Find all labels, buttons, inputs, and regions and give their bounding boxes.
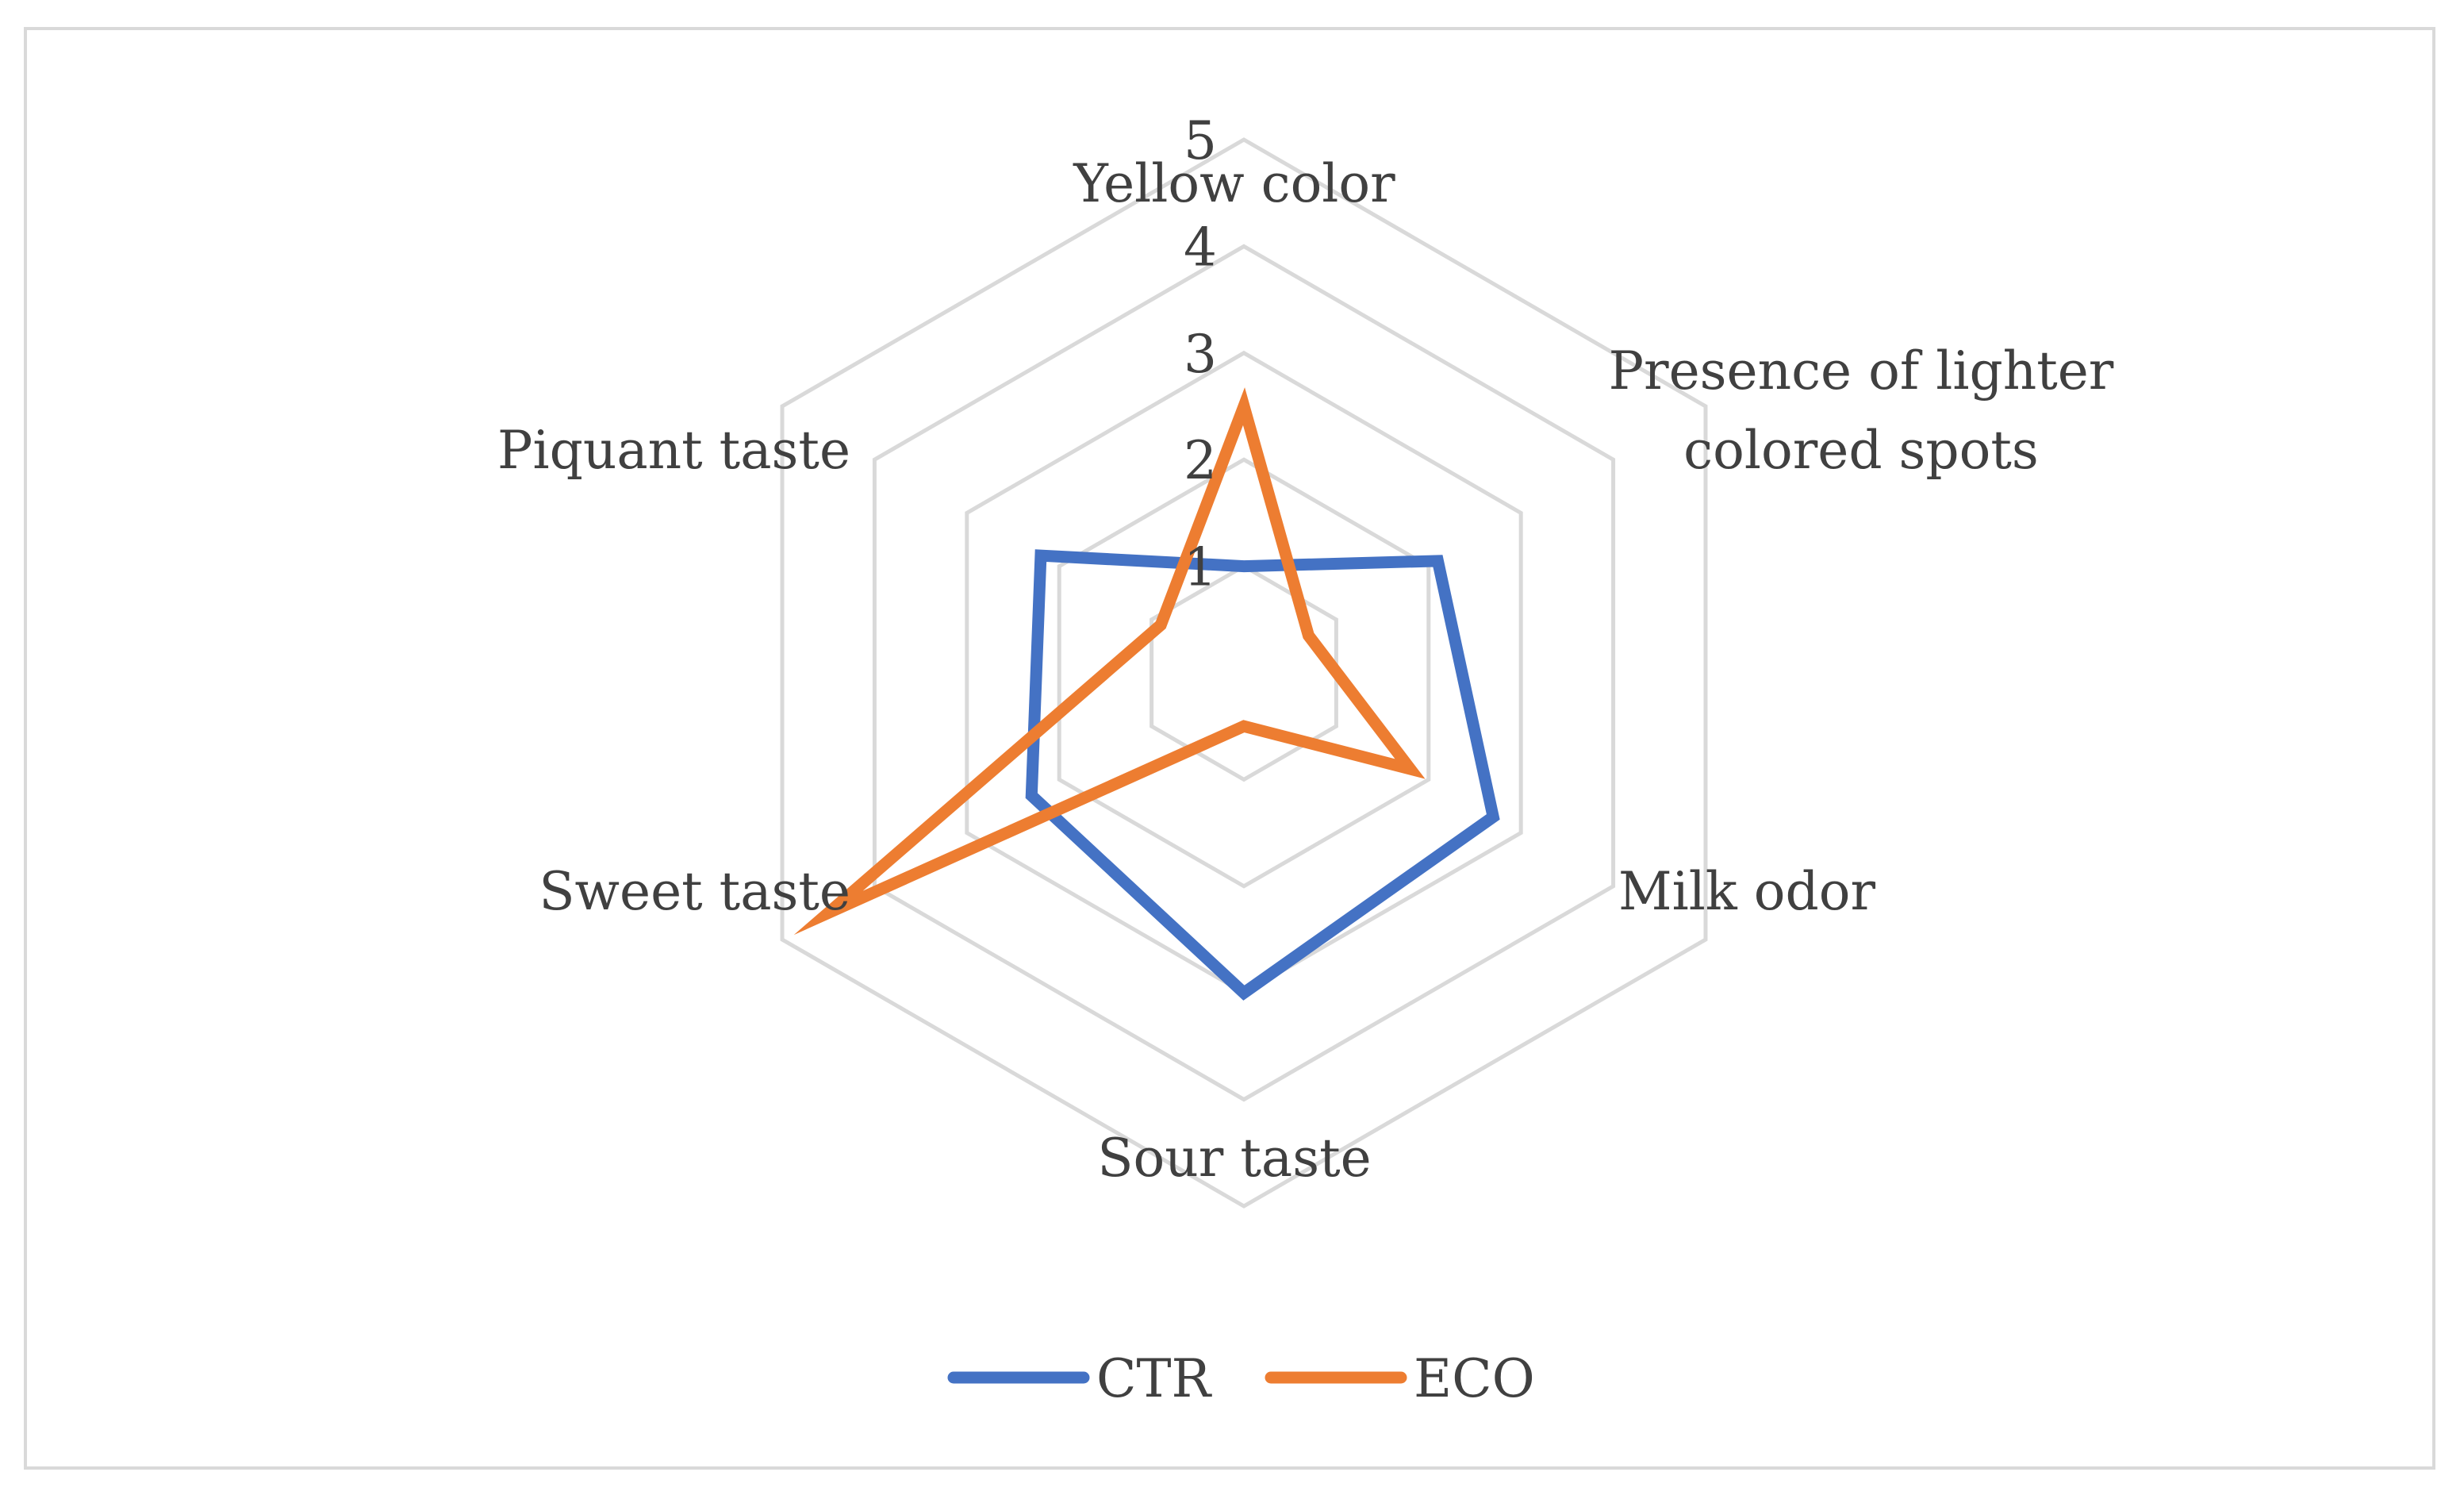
radial-tick-labels: 1 2 3 4 5 xyxy=(1184,110,1217,598)
legend-item-ctr: CTR xyxy=(947,1348,1213,1409)
category-label-3: Milk odor xyxy=(1618,861,1875,922)
legend-label-eco: ECO xyxy=(1414,1348,1535,1409)
category-label-4: Sour taste xyxy=(1097,1128,1371,1189)
legend-label-ctr: CTR xyxy=(1096,1348,1213,1409)
chart-frame xyxy=(24,27,2435,1470)
category-label-6: Piquant taste xyxy=(497,420,850,481)
grid-ring-2 xyxy=(1057,457,1431,889)
legend: CTR ECO xyxy=(947,1348,1535,1409)
category-label-5: Sweet taste xyxy=(539,861,850,922)
radar-grid xyxy=(780,137,1708,1209)
radar-series xyxy=(793,387,1500,1001)
category-label-1: Yellow color xyxy=(1073,153,1395,214)
grid-ring-3 xyxy=(965,350,1523,996)
series-line-eco xyxy=(793,387,1426,936)
grid-ring-5 xyxy=(780,137,1708,1209)
radial-tick-1: 1 xyxy=(1184,537,1217,598)
grid-ring-4 xyxy=(872,244,1616,1102)
radial-tick-3: 3 xyxy=(1184,324,1217,385)
grid-ring-1 xyxy=(1149,563,1338,782)
radial-tick-5: 5 xyxy=(1184,110,1217,171)
series-line-ctr xyxy=(1025,549,1500,1001)
legend-item-eco: ECO xyxy=(1265,1348,1535,1409)
category-labels: Yellow color Presence of lighter colored s… xyxy=(497,153,2114,1189)
radial-tick-2: 2 xyxy=(1184,430,1217,491)
category-label-2: Presence of lighter colored spots xyxy=(1609,340,2114,481)
radial-tick-4: 4 xyxy=(1184,217,1217,278)
